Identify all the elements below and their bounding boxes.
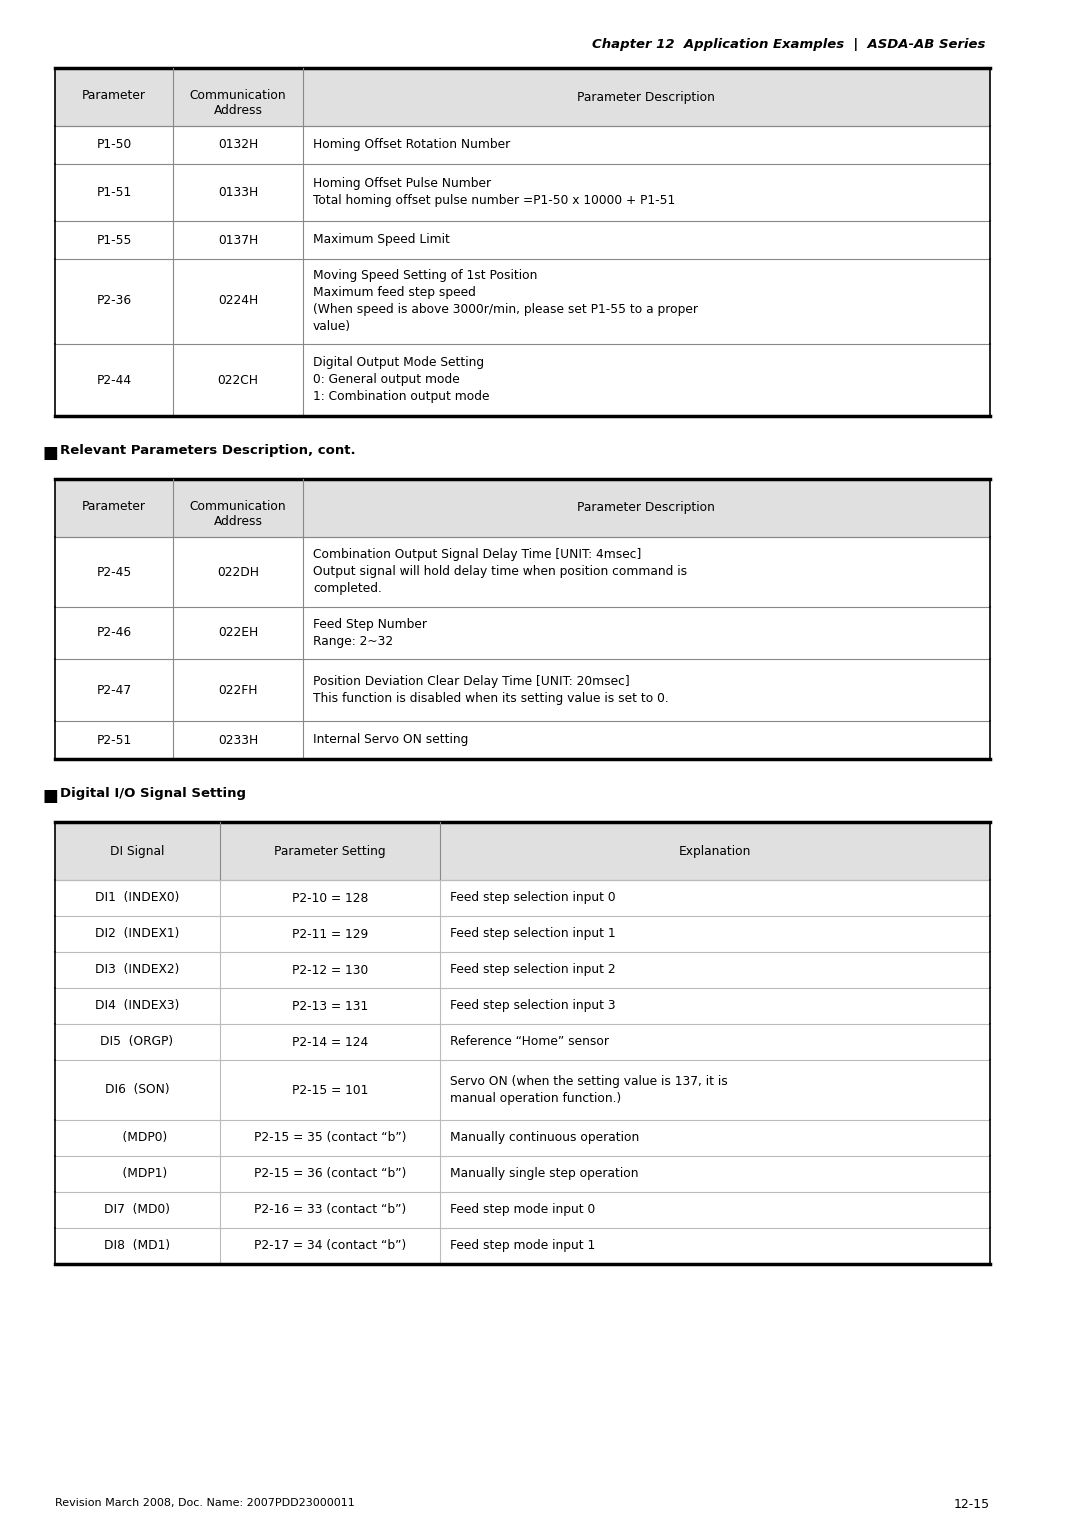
Text: Manually continuous operation: Manually continuous operation — [450, 1131, 639, 1144]
Text: Feed step selection input 3: Feed step selection input 3 — [450, 999, 616, 1012]
Text: This function is disabled when its setting value is set to 0.: This function is disabled when its setti… — [313, 692, 669, 704]
Text: P2-15 = 101: P2-15 = 101 — [292, 1083, 368, 1097]
Text: P2-15 = 36 (contact “b”): P2-15 = 36 (contact “b”) — [254, 1167, 406, 1181]
Text: Feed step selection input 2: Feed step selection input 2 — [450, 963, 616, 976]
Bar — [55, 478, 990, 536]
Text: Servo ON (when the setting value is 137, it is: Servo ON (when the setting value is 137,… — [450, 1076, 728, 1088]
Text: Revision March 2008, Doc. Name: 2007PDD23000011: Revision March 2008, Doc. Name: 2007PDD2… — [55, 1497, 354, 1508]
Text: P2-13 = 131: P2-13 = 131 — [292, 999, 368, 1013]
Text: P1-50: P1-50 — [96, 139, 132, 151]
Text: Digital Output Mode Setting: Digital Output Mode Setting — [313, 356, 484, 368]
Text: Feed step selection input 0: Feed step selection input 0 — [450, 891, 616, 905]
Text: ■: ■ — [42, 787, 57, 805]
Text: Parameter: Parameter — [82, 500, 146, 513]
Text: DI5  (ORGP): DI5 (ORGP) — [100, 1036, 174, 1048]
Text: 0224H: 0224H — [218, 295, 258, 307]
Text: manual operation function.): manual operation function.) — [450, 1093, 621, 1105]
Text: 0233H: 0233H — [218, 733, 258, 747]
Text: DI4  (INDEX3): DI4 (INDEX3) — [95, 999, 179, 1013]
Text: P2-36: P2-36 — [96, 295, 132, 307]
Text: (MDP1): (MDP1) — [107, 1167, 167, 1181]
Text: P2-51: P2-51 — [96, 733, 132, 747]
Text: 0133H: 0133H — [218, 185, 258, 199]
Text: DI2  (INDEX1): DI2 (INDEX1) — [95, 927, 179, 941]
Text: Maximum Speed Limit: Maximum Speed Limit — [313, 232, 450, 246]
Text: Maximum feed step speed: Maximum feed step speed — [313, 286, 476, 299]
Text: DI7  (MD0): DI7 (MD0) — [104, 1204, 170, 1216]
Text: P2-16 = 33 (contact “b”): P2-16 = 33 (contact “b”) — [254, 1204, 406, 1216]
Text: Communication
Address: Communication Address — [190, 89, 286, 118]
Text: Feed Step Number: Feed Step Number — [313, 617, 427, 631]
Text: 0137H: 0137H — [218, 234, 258, 246]
Text: P2-44: P2-44 — [96, 373, 132, 387]
Text: DI1  (INDEX0): DI1 (INDEX0) — [95, 891, 179, 905]
Text: P2-17 = 34 (contact “b”): P2-17 = 34 (contact “b”) — [254, 1239, 406, 1253]
Text: Parameter Description: Parameter Description — [577, 90, 715, 104]
Text: completed.: completed. — [313, 582, 382, 594]
Text: P2-45: P2-45 — [96, 565, 132, 579]
Text: 0: General output mode: 0: General output mode — [313, 373, 460, 387]
Text: Chapter 12  Application Examples  |  ASDA-AB Series: Chapter 12 Application Examples | ASDA-A… — [592, 38, 985, 50]
Text: Relevant Parameters Description, cont.: Relevant Parameters Description, cont. — [60, 445, 355, 457]
Text: 1: Combination output mode: 1: Combination output mode — [313, 390, 489, 403]
Text: P2-46: P2-46 — [96, 626, 132, 640]
Text: Manually single step operation: Manually single step operation — [450, 1167, 638, 1180]
Text: DI8  (MD1): DI8 (MD1) — [104, 1239, 170, 1253]
Text: 022CH: 022CH — [217, 373, 258, 387]
Text: Feed step selection input 1: Feed step selection input 1 — [450, 927, 616, 940]
Text: 022EH: 022EH — [218, 626, 258, 640]
Text: 12-15: 12-15 — [954, 1497, 990, 1511]
Text: Feed step mode input 1: Feed step mode input 1 — [450, 1239, 595, 1251]
Text: 0132H: 0132H — [218, 139, 258, 151]
Text: Parameter Setting: Parameter Setting — [274, 845, 386, 857]
Text: Reference “Home” sensor: Reference “Home” sensor — [450, 1034, 609, 1048]
Text: P2-10 = 128: P2-10 = 128 — [292, 891, 368, 905]
Text: ■: ■ — [42, 445, 57, 461]
Text: DI3  (INDEX2): DI3 (INDEX2) — [95, 964, 179, 976]
Text: value): value) — [313, 319, 351, 333]
Text: (When speed is above 3000r/min, please set P1-55 to a proper: (When speed is above 3000r/min, please s… — [313, 303, 698, 316]
Text: Internal Servo ON setting: Internal Servo ON setting — [313, 733, 469, 746]
Text: P2-15 = 35 (contact “b”): P2-15 = 35 (contact “b”) — [254, 1132, 406, 1144]
Text: Range: 2~32: Range: 2~32 — [313, 636, 393, 648]
Text: P1-55: P1-55 — [96, 234, 132, 246]
Text: Parameter: Parameter — [82, 89, 146, 102]
Text: DI Signal: DI Signal — [110, 845, 164, 857]
Text: P2-14 = 124: P2-14 = 124 — [292, 1036, 368, 1048]
Text: Output signal will hold delay time when position command is: Output signal will hold delay time when … — [313, 565, 687, 578]
Text: P2-11 = 129: P2-11 = 129 — [292, 927, 368, 941]
Text: Homing Offset Pulse Number: Homing Offset Pulse Number — [313, 177, 491, 189]
Text: Feed step mode input 0: Feed step mode input 0 — [450, 1203, 595, 1216]
Text: P2-47: P2-47 — [96, 683, 132, 697]
Text: Position Deviation Clear Delay Time [UNIT: 20msec]: Position Deviation Clear Delay Time [UNI… — [313, 675, 630, 688]
Text: Combination Output Signal Delay Time [UNIT: 4msec]: Combination Output Signal Delay Time [UN… — [313, 549, 642, 561]
Text: Parameter Description: Parameter Description — [577, 501, 715, 515]
Text: (MDP0): (MDP0) — [107, 1132, 167, 1144]
Text: 022FH: 022FH — [218, 683, 258, 697]
Text: DI6  (SON): DI6 (SON) — [105, 1083, 170, 1097]
Bar — [55, 822, 990, 880]
Text: Digital I/O Signal Setting: Digital I/O Signal Setting — [60, 787, 246, 801]
Bar — [55, 69, 990, 125]
Text: P1-51: P1-51 — [96, 185, 132, 199]
Text: Total homing offset pulse number =P1-50 x 10000 + P1-51: Total homing offset pulse number =P1-50 … — [313, 194, 675, 206]
Text: P2-12 = 130: P2-12 = 130 — [292, 964, 368, 976]
Text: Homing Offset Rotation Number: Homing Offset Rotation Number — [313, 138, 510, 151]
Text: Moving Speed Setting of 1st Position: Moving Speed Setting of 1st Position — [313, 269, 538, 283]
Text: 022DH: 022DH — [217, 565, 259, 579]
Text: Communication
Address: Communication Address — [190, 500, 286, 529]
Text: Explanation: Explanation — [679, 845, 752, 857]
